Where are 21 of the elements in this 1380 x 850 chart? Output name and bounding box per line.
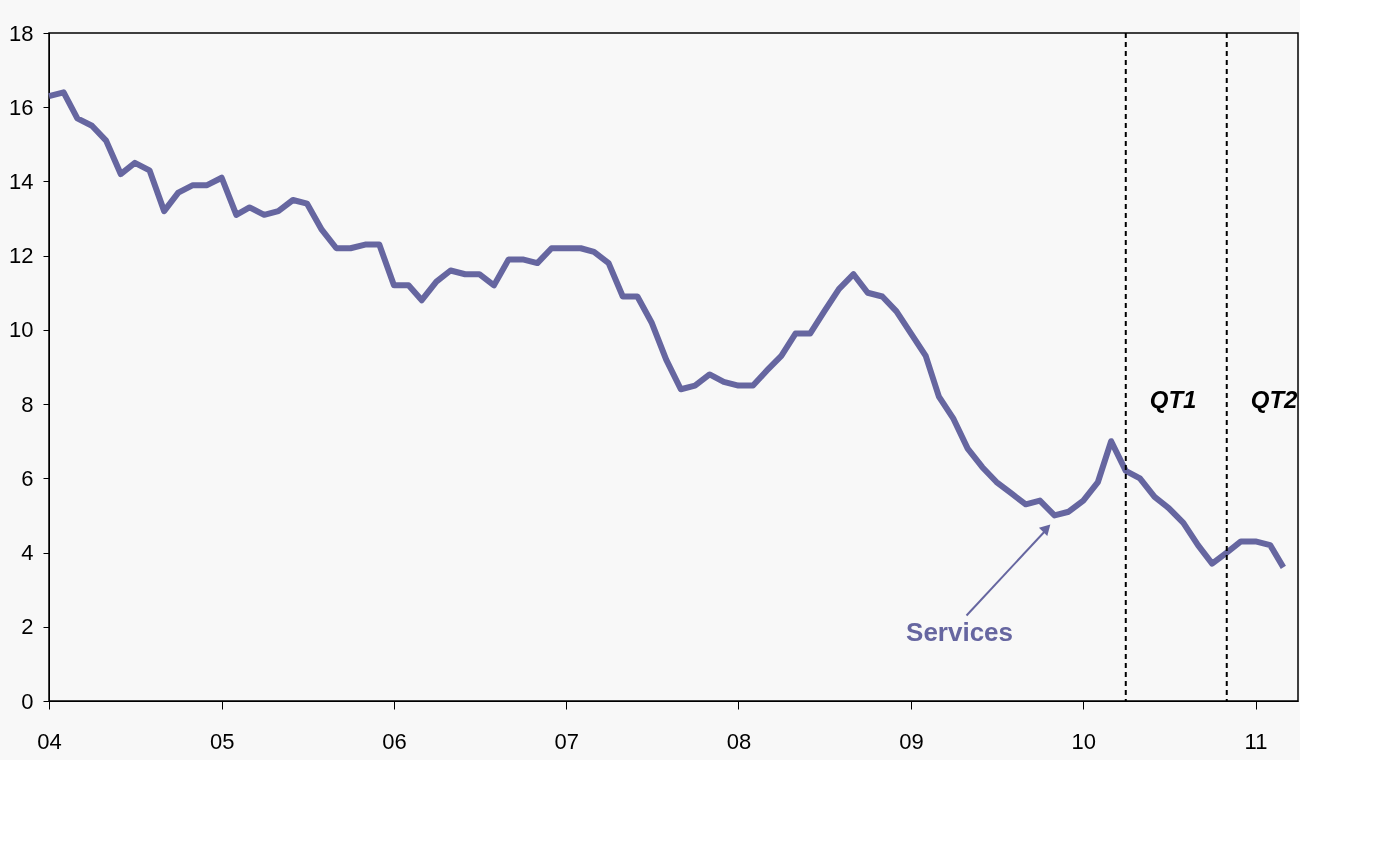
x-tick-label: 04 xyxy=(37,728,62,754)
x-tick-label: 06 xyxy=(382,728,407,754)
y-tick-label: 4 xyxy=(21,540,34,566)
text: Services xyxy=(906,617,1014,648)
y-tick-label: 18 xyxy=(9,20,34,46)
y-tick-label: 14 xyxy=(9,168,34,194)
y-tick-label: 12 xyxy=(9,243,34,269)
y-tick-label: 10 xyxy=(9,317,34,343)
ref-line-label: QT1 xyxy=(1149,386,1197,413)
y-tick-label: 16 xyxy=(9,94,34,120)
y-tick-label: 8 xyxy=(21,391,34,417)
x-tick-label: 10 xyxy=(1071,728,1097,754)
x-tick-label: 11 xyxy=(1244,728,1268,754)
y-tick-label: 0 xyxy=(21,688,34,714)
y-tick-label: 6 xyxy=(21,465,34,491)
y-tick-label: 2 xyxy=(21,614,34,640)
x-tick-label: 09 xyxy=(899,728,924,754)
ref-line-label: QT2 xyxy=(1250,386,1299,413)
x-tick-label: 08 xyxy=(726,728,752,754)
x-tick-label: 05 xyxy=(209,728,235,754)
x-tick-label: 07 xyxy=(554,728,579,754)
